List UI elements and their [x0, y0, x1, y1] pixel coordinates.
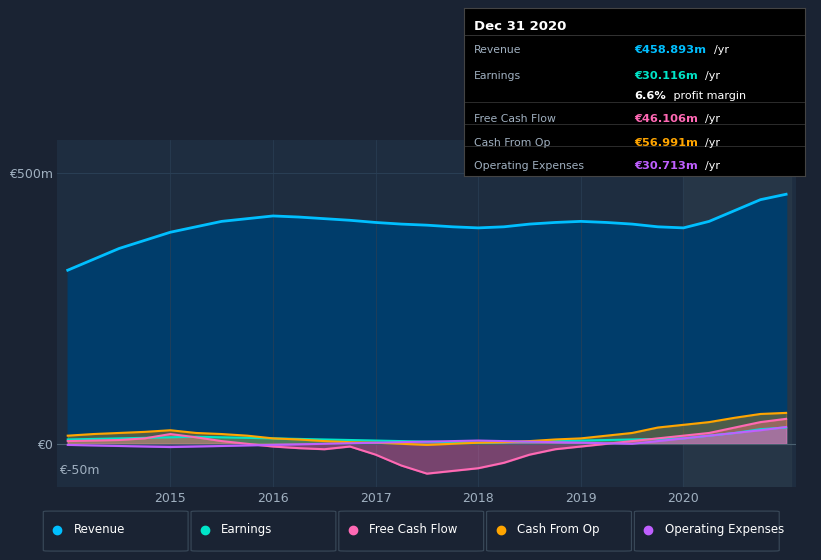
- Text: Cash From Op: Cash From Op: [474, 138, 551, 148]
- Text: Free Cash Flow: Free Cash Flow: [369, 523, 457, 536]
- Text: €458.893m: €458.893m: [635, 45, 706, 55]
- Text: €30.713m: €30.713m: [635, 161, 698, 171]
- Text: profit margin: profit margin: [670, 91, 745, 101]
- Text: €56.991m: €56.991m: [635, 138, 698, 148]
- Text: Revenue: Revenue: [474, 45, 521, 55]
- Text: Operating Expenses: Operating Expenses: [474, 161, 584, 171]
- Text: €30.116m: €30.116m: [635, 71, 698, 81]
- Text: /yr: /yr: [705, 71, 720, 81]
- Text: Free Cash Flow: Free Cash Flow: [474, 114, 556, 124]
- Text: Dec 31 2020: Dec 31 2020: [474, 20, 566, 33]
- Bar: [683, 140, 791, 487]
- Text: /yr: /yr: [705, 114, 720, 124]
- Text: /yr: /yr: [714, 45, 729, 55]
- Text: Earnings: Earnings: [222, 523, 273, 536]
- Text: €46.106m: €46.106m: [635, 114, 698, 124]
- Text: Cash From Op: Cash From Op: [517, 523, 599, 536]
- Text: /yr: /yr: [705, 161, 720, 171]
- Text: €-50m: €-50m: [59, 464, 99, 478]
- Text: Operating Expenses: Operating Expenses: [665, 523, 784, 536]
- Text: /yr: /yr: [705, 138, 720, 148]
- Text: Earnings: Earnings: [474, 71, 521, 81]
- Text: 6.6%: 6.6%: [635, 91, 666, 101]
- Text: Revenue: Revenue: [74, 523, 125, 536]
